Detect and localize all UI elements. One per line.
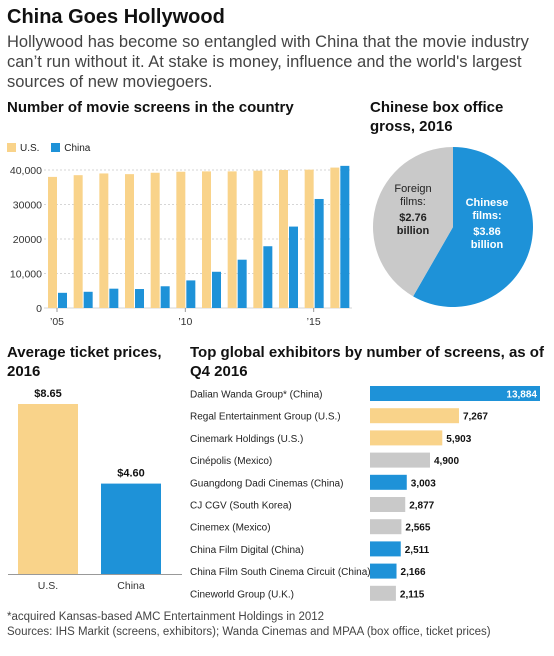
y-tick-label: 30000 — [13, 200, 42, 212]
bar-us-2006 — [73, 175, 83, 308]
exhibitor-name: China Film South Cinema Circuit (China) — [190, 567, 371, 578]
exhibitor-bar — [370, 585, 396, 601]
bar-china-2013 — [263, 246, 273, 308]
bar-us-2014 — [279, 170, 288, 308]
y-tick-label: 0 — [36, 303, 42, 315]
pie-label-chinese: Chinese — [466, 197, 509, 209]
legend-us-label: U.S. — [20, 143, 40, 154]
exhibitors-chart-title: Top global exhibitors by number of scree… — [190, 344, 544, 380]
pie-label-foreign: Foreign — [394, 183, 431, 195]
pie-slice-foreign-films — [373, 147, 453, 297]
bar-china-2012 — [237, 259, 247, 308]
legend-us-swatch — [7, 143, 16, 152]
bar-china-2010 — [186, 280, 196, 308]
footnote: *acquired Kansas-based AMC Entertainment… — [7, 610, 552, 640]
pie-value-foreign: $2.76 — [399, 212, 427, 224]
exhibitor-bar — [370, 563, 397, 579]
legend-china-swatch — [51, 143, 61, 152]
bar-us-2016 — [330, 167, 340, 308]
screens-chart: 0 10,000 20000 30000 40,000 ’05 ’10 ’15 — [10, 165, 352, 328]
exhibitor-name: Cinépolis (Mexico) — [190, 456, 272, 467]
x-tick-label: ’15 — [307, 316, 321, 328]
ticket-category-label: U.S. — [38, 580, 58, 592]
exhibitor-value: 7,267 — [463, 412, 488, 423]
bar-us-2015 — [304, 169, 314, 308]
exhibitor-bar — [370, 497, 406, 512]
bar-china-2009 — [160, 286, 170, 308]
bar-us-2011 — [202, 171, 211, 308]
bar-china-2011 — [212, 271, 221, 308]
exhibitor-name: CJ CGV (South Korea) — [190, 501, 292, 512]
screens-chart-title: Number of movie screens in the country — [7, 99, 294, 116]
bar-china-2014 — [289, 226, 298, 308]
pie-value-chinese: billion — [471, 239, 504, 251]
page-subtitle: Hollywood has become so entangled with C… — [7, 33, 529, 91]
screens-legend: U.S. China — [7, 143, 90, 154]
bar-china-2007 — [109, 288, 119, 308]
exhibitor-value: 3,003 — [411, 478, 436, 489]
exhibitor-value: 2,565 — [405, 523, 430, 534]
bar-china-2005 — [58, 292, 67, 308]
exhibitor-value: 2,166 — [401, 567, 426, 578]
exhibitor-bar — [370, 408, 459, 424]
y-tick-label: 20000 — [13, 234, 42, 246]
exhibitor-value: 13,884 — [506, 390, 537, 401]
exhibitor-bar — [370, 452, 430, 468]
exhibitor-name: Guangdong Dadi Cinemas (China) — [190, 478, 343, 489]
pie-label-chinese: films: — [472, 210, 501, 222]
footnote-sources: Sources: IHS Markit (screens, exhibitors… — [7, 626, 491, 638]
exhibitors-chart: Dalian Wanda Group* (China) 13,884 Regal E… — [190, 386, 540, 601]
exhibitor-bar — [370, 519, 402, 535]
ticket-category-label: China — [117, 580, 145, 592]
bar-us-2007 — [99, 173, 109, 308]
bar-us-2012 — [227, 171, 237, 308]
exhibitor-name: Cinemex (Mexico) — [190, 523, 271, 534]
pie-slice-chinese-films — [413, 147, 533, 307]
bar-us-2005 — [48, 176, 57, 308]
exhibitor-value: 2,511 — [405, 545, 430, 556]
legend-china: China — [51, 143, 90, 154]
exhibitor-name: Cineworld Group (U.K.) — [190, 589, 294, 600]
exhibitor-name: Dalian Wanda Group* (China) — [190, 390, 322, 401]
pie-chart-title: Chinese box office gross, 2016 — [370, 99, 504, 135]
bar-us-2008 — [125, 174, 134, 308]
exhibitor-bar — [370, 541, 401, 557]
pie-label-foreign: films: — [400, 196, 426, 208]
ticket-value-label: $4.60 — [117, 468, 145, 480]
exhibitor-value: 2,877 — [409, 501, 434, 512]
exhibitor-bar — [370, 474, 407, 490]
legend-us: U.S. — [7, 143, 39, 154]
exhibitor-value: 2,115 — [400, 589, 425, 600]
exhibitor-value: 4,900 — [434, 456, 459, 467]
exhibitor-bar — [370, 430, 443, 446]
ticket-bar-china — [101, 483, 161, 574]
bar-us-2009 — [150, 172, 160, 308]
page-title: China Goes Hollywood — [7, 6, 225, 28]
bar-china-2016 — [340, 165, 350, 308]
exhibitor-value: 5,903 — [446, 434, 471, 445]
footnote-note: *acquired Kansas-based AMC Entertainment… — [7, 611, 325, 623]
bar-china-2008 — [135, 289, 144, 308]
exhibitor-bar — [370, 386, 540, 401]
ticket-bar-us — [18, 404, 78, 574]
exhibitor-name: China Film Digital (China) — [190, 545, 304, 556]
x-tick-label: ’10 — [178, 316, 192, 328]
pie-chart: Chinesefilms:$3.86billionForeignfilms:$2… — [373, 147, 533, 307]
y-tick-label: 10,000 — [10, 269, 42, 281]
bar-china-2015 — [314, 198, 324, 308]
ticket-chart-title: Average ticket prices, 2016 — [7, 344, 162, 380]
pie-value-foreign: billion — [397, 225, 430, 237]
ticket-value-label: $8.65 — [34, 388, 62, 400]
legend-china-label: China — [64, 143, 91, 154]
bar-china-2006 — [83, 291, 93, 308]
ticket-chart: $8.65 U.S. $4.60 China — [8, 388, 182, 592]
bar-us-2010 — [176, 171, 186, 308]
bar-us-2013 — [253, 170, 263, 308]
y-tick-label: 40,000 — [10, 165, 42, 177]
x-tick-label: ’05 — [50, 316, 64, 328]
exhibitor-name: Cinemark Holdings (U.S.) — [190, 434, 303, 445]
pie-value-chinese: $3.86 — [473, 226, 501, 238]
exhibitor-name: Regal Entertainment Group (U.S.) — [190, 412, 341, 423]
